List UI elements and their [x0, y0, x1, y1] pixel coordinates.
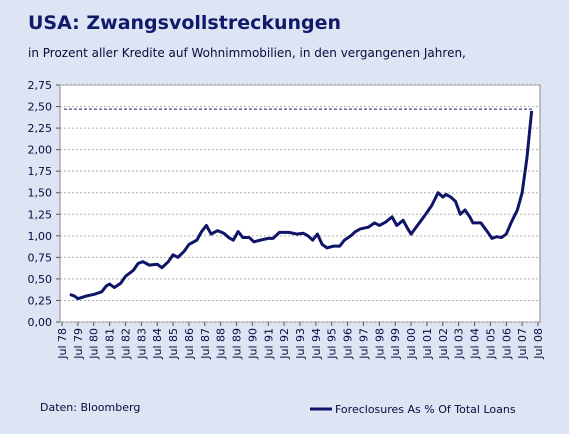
- x-tick-label: Jul 07: [516, 328, 529, 360]
- y-tick-label: 1,25: [28, 208, 53, 221]
- legend-label: Foreclosures As % Of Total Loans: [335, 403, 516, 416]
- x-tick-label: Jul 90: [246, 328, 259, 360]
- y-tick-label: 1,75: [28, 165, 53, 178]
- x-tick-label: Jul 01: [421, 328, 434, 360]
- x-tick-label: Jul 92: [278, 328, 291, 360]
- x-tick-label: Jul 05: [484, 328, 497, 360]
- y-tick-label: 2,75: [28, 79, 53, 92]
- x-tick-label: Jul 97: [357, 328, 370, 360]
- y-tick-label: 0,00: [28, 316, 53, 329]
- x-tick-label: Jul 85: [167, 328, 180, 360]
- x-tick-label: Jul 84: [151, 328, 164, 360]
- y-tick-label: 0,75: [28, 251, 53, 264]
- x-tick-label: Jul 95: [326, 328, 339, 360]
- y-tick-label: 2,00: [28, 144, 53, 157]
- x-tick-label: Jul 04: [469, 328, 482, 360]
- x-tick-label: Jul 87: [199, 328, 212, 360]
- y-tick-label: 2,25: [28, 122, 53, 135]
- x-tick-label: Jul 96: [342, 328, 355, 360]
- x-tick-label: Jul 78: [56, 328, 69, 360]
- plot-area: [59, 84, 541, 323]
- x-tick-label: Jul 98: [373, 328, 386, 360]
- x-tick-label: Jul 91: [262, 328, 275, 360]
- y-tick-label: 0,25: [28, 294, 53, 307]
- y-tick-label: 1,50: [28, 187, 53, 200]
- x-tick-label: Jul 08: [532, 328, 545, 360]
- data-line: [69, 110, 534, 301]
- x-tick-label: Jul 82: [119, 328, 132, 360]
- x-tick-label: Jul 88: [215, 328, 228, 360]
- x-tick-label: Jul 89: [231, 328, 244, 360]
- x-tick-label: Jul 83: [135, 328, 148, 360]
- x-tick-label: Jul 99: [389, 328, 402, 360]
- y-tick-label: 2,50: [28, 101, 53, 114]
- x-tick-label: Jul 06: [500, 328, 513, 360]
- x-tick-label: Jul 94: [310, 328, 323, 360]
- chart-subtitle: in Prozent aller Kredite auf Wohnimmobil…: [28, 46, 466, 60]
- x-tick-label: Jul 79: [72, 328, 85, 360]
- x-tick-label: Jul 00: [405, 328, 418, 360]
- x-tick-label: Jul 86: [183, 328, 196, 360]
- y-tick-label: 0,50: [28, 273, 53, 286]
- x-tick-label: Jul 80: [88, 328, 101, 360]
- x-tick-label: Jul 03: [453, 328, 466, 360]
- x-tick-label: Jul 93: [294, 328, 307, 360]
- source: Daten: Bloomberg: [40, 401, 140, 414]
- y-tick-label: 1,00: [28, 230, 53, 243]
- chart-title: USA: Zwangsvollstreckungen: [28, 12, 341, 34]
- x-tick-label: Jul 02: [437, 328, 450, 360]
- x-tick-label: Jul 81: [104, 328, 117, 360]
